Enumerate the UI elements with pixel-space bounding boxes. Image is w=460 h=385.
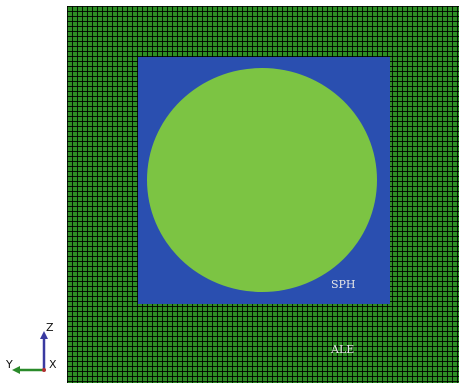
z-axis-label: Z [46, 321, 54, 334]
ale-label: ALE [331, 343, 355, 356]
z-axis-arrow [40, 331, 48, 339]
sph-particle-disk [147, 68, 377, 292]
y-axis-arrow [12, 366, 20, 374]
y-axis-label: Y [5, 358, 13, 371]
sph-label: SPH [331, 278, 356, 291]
axis-triad-icon: Z Y X [5, 321, 57, 374]
x-axis-marker [42, 368, 46, 372]
x-axis-label: X [49, 358, 57, 371]
